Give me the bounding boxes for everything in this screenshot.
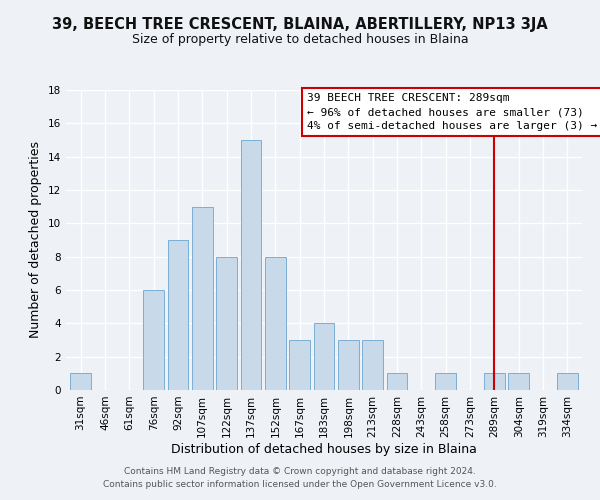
Bar <box>192 206 212 390</box>
Text: 39 BEECH TREE CRESCENT: 289sqm
← 96% of detached houses are smaller (73)
4% of s: 39 BEECH TREE CRESCENT: 289sqm ← 96% of … <box>307 94 597 132</box>
Bar <box>167 240 188 390</box>
Text: Contains public sector information licensed under the Open Government Licence v3: Contains public sector information licen… <box>103 480 497 489</box>
Bar <box>70 374 91 390</box>
Text: Contains HM Land Registry data © Crown copyright and database right 2024.: Contains HM Land Registry data © Crown c… <box>124 467 476 476</box>
Bar <box>362 340 383 390</box>
Bar <box>557 374 578 390</box>
Text: 39, BEECH TREE CRESCENT, BLAINA, ABERTILLERY, NP13 3JA: 39, BEECH TREE CRESCENT, BLAINA, ABERTIL… <box>52 18 548 32</box>
Y-axis label: Number of detached properties: Number of detached properties <box>29 142 43 338</box>
Bar <box>484 374 505 390</box>
Bar <box>289 340 310 390</box>
Bar <box>265 256 286 390</box>
Bar <box>338 340 359 390</box>
Bar <box>143 290 164 390</box>
Bar <box>508 374 529 390</box>
X-axis label: Distribution of detached houses by size in Blaina: Distribution of detached houses by size … <box>171 442 477 456</box>
Bar <box>386 374 407 390</box>
Bar <box>314 324 334 390</box>
Text: Size of property relative to detached houses in Blaina: Size of property relative to detached ho… <box>131 32 469 46</box>
Bar <box>216 256 237 390</box>
Bar <box>241 140 262 390</box>
Bar <box>436 374 456 390</box>
